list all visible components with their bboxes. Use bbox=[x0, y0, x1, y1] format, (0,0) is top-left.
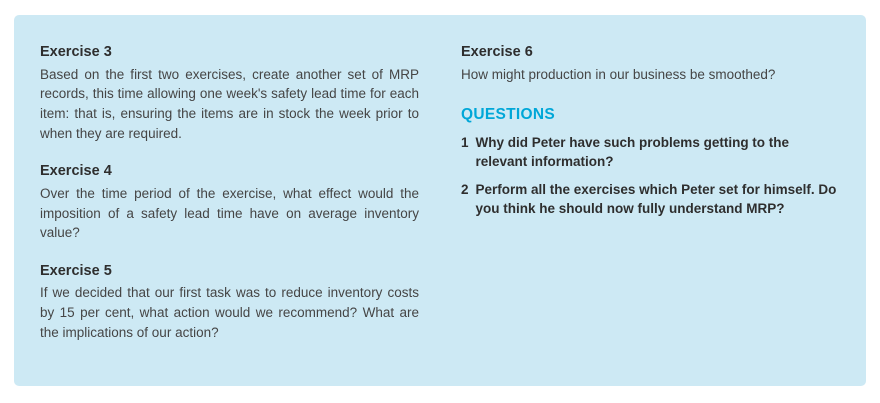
exercise-6-heading: Exercise 6 bbox=[461, 44, 533, 60]
exercise-5-body: If we decided that our first task was to… bbox=[40, 285, 419, 340]
question-text: Why did Peter have such problems getting… bbox=[475, 135, 790, 170]
exercise-5-section: Exercise 5 If we decided that our first … bbox=[40, 262, 419, 343]
exercise-4-heading: Exercise 4 bbox=[40, 163, 112, 180]
question-number: 2 bbox=[461, 182, 469, 198]
question-number: 1 bbox=[461, 135, 469, 151]
exercise-3-body: Based on the first two exercises, create… bbox=[40, 66, 419, 141]
questions-heading: QUESTIONS bbox=[461, 106, 555, 124]
exercise-4-body: Over the time period of the exercise, wh… bbox=[40, 185, 419, 241]
question-item-1: 1 Why did Peter have such problems getti… bbox=[461, 134, 840, 172]
exercise-panel: Exercise 3 Based on the first two exerci… bbox=[14, 15, 866, 386]
question-text: Perform all the exercises which Peter se… bbox=[475, 182, 837, 217]
exercise-3-section: Exercise 3 Based on the first two exerci… bbox=[40, 43, 419, 143]
exercise-5-heading: Exercise 5 bbox=[40, 262, 112, 279]
exercise-6-section: Exercise 6 How might production in our b… bbox=[461, 43, 840, 84]
exercise-4-section: Exercise 4 Over the time period of the e… bbox=[40, 162, 419, 243]
question-item-2: 2 Perform all the exercises which Peter … bbox=[461, 181, 840, 219]
right-column: Exercise 6 How might production in our b… bbox=[461, 43, 840, 366]
exercise-3-heading: Exercise 3 bbox=[40, 44, 112, 60]
exercise-6-body: How might production in our business be … bbox=[461, 66, 776, 82]
left-column: Exercise 3 Based on the first two exerci… bbox=[40, 43, 419, 366]
